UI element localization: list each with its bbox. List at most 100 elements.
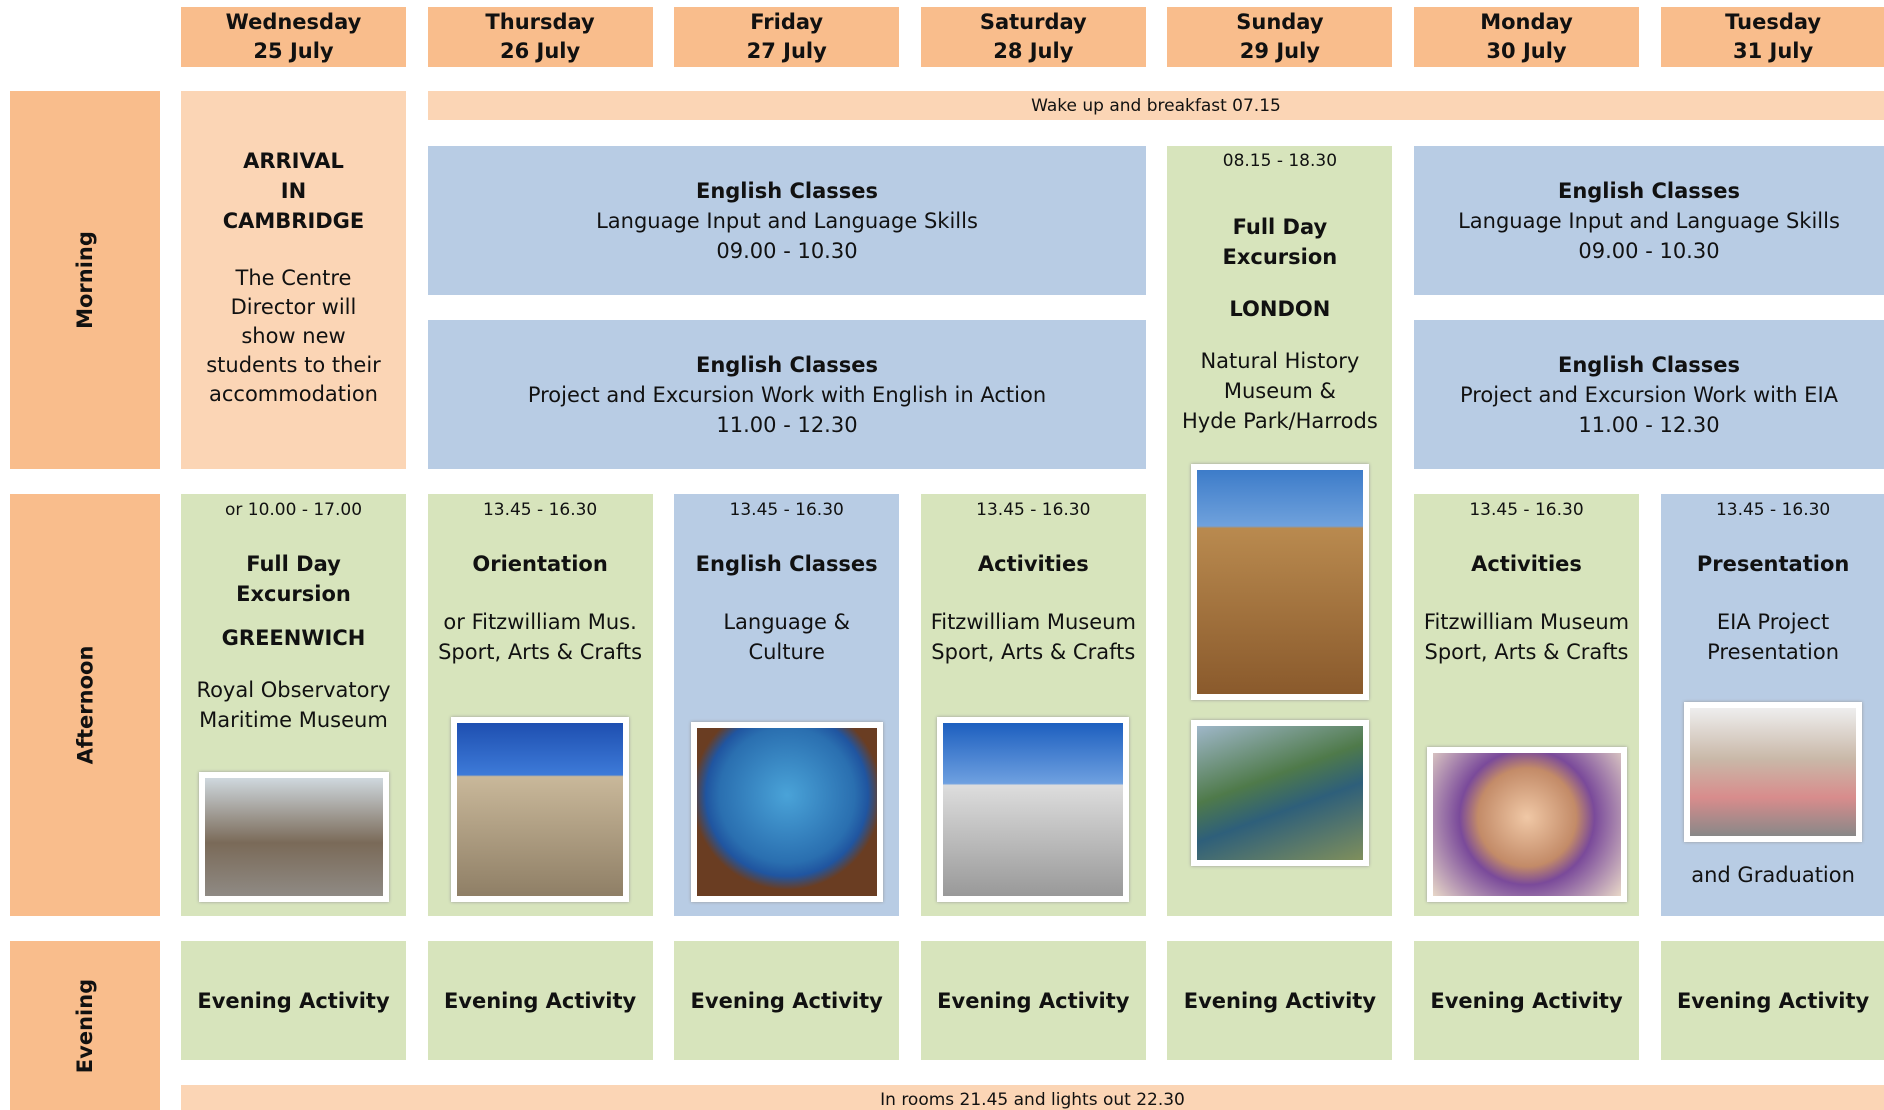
wake-bar: Wake up and breakfast 07.15 — [428, 91, 1884, 120]
time: 13.45 - 16.30 — [729, 500, 844, 520]
activity-text: Sport, Arts & Crafts — [1424, 640, 1629, 664]
evening-cell: Evening Activity — [1414, 941, 1639, 1060]
class-subtitle: Project and Excursion Work with English … — [527, 382, 1047, 407]
day-date: 26 July — [500, 39, 581, 63]
arrival-text: students to their — [206, 353, 381, 377]
afternoon-cell: 13.45 - 16.30 Orientation or Fitzwilliam M… — [427, 494, 653, 916]
day-date: 31 July — [1733, 39, 1814, 63]
day-header: Monday 30 July — [1414, 7, 1639, 67]
class-block: English Classes Project and Excursion Wor… — [428, 320, 1146, 469]
day-date: 27 July — [746, 39, 827, 63]
activity-title: Excursion — [236, 582, 351, 606]
class-subtitle: Project and Excursion Work with EIA — [1459, 382, 1839, 407]
class-title: English Classes — [695, 178, 878, 203]
wake-text: Wake up and breakfast 07.15 — [1031, 95, 1281, 116]
class-title: English Classes — [1557, 352, 1740, 377]
activity-title: Activities — [977, 552, 1089, 576]
activity-title: Orientation — [472, 552, 608, 576]
afternoon-cell: 13.45 - 16.30 Presentation EIA Project Pres… — [1660, 494, 1884, 916]
evening-text: Evening Activity — [1430, 988, 1623, 1013]
photo — [1684, 702, 1863, 842]
evening-cell: Evening Activity — [427, 941, 653, 1060]
place: LONDON — [1229, 297, 1331, 321]
photo — [451, 717, 630, 902]
row-label-text: Afternoon — [73, 645, 97, 765]
photo — [1190, 720, 1369, 866]
activity-text: Royal Observatory — [196, 678, 391, 702]
evening-text: Evening Activity — [197, 988, 390, 1013]
extra: and Graduation — [1691, 863, 1855, 887]
row-label-text: Evening — [72, 978, 97, 1073]
time: 13.45 - 16.30 — [1469, 500, 1584, 520]
day-name: Friday — [750, 10, 824, 34]
activity-text: EIA Project — [1716, 610, 1830, 634]
row-label: Morning — [10, 91, 160, 469]
excursion-text: Museum & — [1223, 379, 1336, 403]
evening-cell: Evening Activity — [1660, 941, 1884, 1060]
activity-text: or Fitzwilliam Mus. — [443, 610, 637, 634]
arrival-text: Director will — [230, 295, 357, 319]
afternoon-cell: 13.45 - 16.30 Activities Fitzwilliam Museu… — [920, 494, 1146, 916]
excursion-title: Excursion — [1222, 245, 1338, 269]
photo — [690, 722, 883, 902]
activity-title: Activities — [1471, 552, 1582, 576]
time: 13.45 - 16.30 — [1715, 500, 1831, 520]
activity-text: Sport, Arts & Crafts — [438, 640, 643, 664]
afternoon-cell: or 10.00 - 17.00 Full Day Excursion GREENWI… — [181, 494, 406, 916]
place: GREENWICH — [221, 626, 366, 650]
class-time: 11.00 - 12.30 — [716, 412, 858, 437]
excursion-title: Full Day — [1232, 215, 1328, 239]
activity-title: Full Day — [246, 552, 341, 576]
evening-text: Evening Activity — [1676, 988, 1870, 1013]
class-block: English Classes Language Input and Langua… — [1414, 146, 1884, 295]
day-name: Thursday — [485, 10, 595, 34]
day-date: 30 July — [1486, 39, 1567, 63]
day-header: Saturday 28 July — [920, 7, 1146, 67]
excursion-text: Hyde Park/Harrods — [1181, 409, 1378, 433]
lights-bar: In rooms 21.45 and lights out 22.30 — [181, 1085, 1884, 1110]
afternoon-cell: 13.45 - 16.30 English Classes Language & Cu… — [674, 494, 900, 916]
day-date: 28 July — [993, 39, 1074, 63]
arrival-text: show new — [241, 324, 346, 348]
class-title: English Classes — [695, 352, 878, 377]
arrival-text: accommodation — [209, 382, 378, 406]
activity-text: Maritime Museum — [199, 708, 388, 732]
activity-title: English Classes — [695, 552, 878, 576]
day-header: Friday 27 July — [674, 7, 900, 67]
afternoon-cell: 13.45 - 16.30 Activities Fitzwilliam Museu… — [1414, 494, 1639, 916]
arrival-title: ARRIVAL — [243, 149, 344, 173]
arrival: ARRIVAL IN CAMBRIDGE The Centre Director wil… — [181, 91, 406, 469]
activity-title: Presentation — [1696, 552, 1850, 576]
time: 08.15 - 18.30 — [1222, 151, 1338, 171]
arrival-text: The Centre — [235, 266, 352, 290]
class-subtitle: Language Input and Language Skills — [1458, 208, 1840, 233]
photo — [1190, 464, 1369, 700]
class-block: English Classes Language Input and Langua… — [428, 146, 1146, 295]
activity-text: Culture — [748, 640, 825, 664]
activity-text: Language & — [723, 610, 851, 634]
evening-cell: Evening Activity — [1167, 941, 1393, 1060]
evening-text: Evening Activity — [690, 988, 883, 1013]
excursion-text: Natural History — [1200, 349, 1360, 373]
day-name: Tuesday — [1725, 10, 1822, 34]
activity-text: Presentation — [1707, 640, 1840, 664]
evening-text: Evening Activity — [443, 988, 637, 1013]
time: or 10.00 - 17.00 — [224, 500, 363, 520]
evening-cell: Evening Activity — [920, 941, 1146, 1060]
day-name: Monday — [1480, 10, 1573, 34]
time: 13.45 - 16.30 — [976, 500, 1091, 520]
class-time: 09.00 - 10.30 — [1578, 238, 1720, 263]
activity-text: Fitzwilliam Museum — [1423, 610, 1630, 634]
evening-text: Evening Activity — [937, 988, 1130, 1013]
day-date: 29 July — [1239, 39, 1320, 63]
day-date: 25 July — [253, 39, 334, 63]
day-header: Wednesday 25 July — [181, 7, 406, 67]
row-label: Afternoon — [10, 494, 160, 916]
photo — [1426, 747, 1627, 902]
day-name: Wednesday — [225, 10, 362, 34]
evening-cell: Evening Activity — [181, 941, 406, 1060]
day-header: Sunday 29 July — [1167, 7, 1393, 67]
class-subtitle: Language Input and Language Skills — [596, 208, 978, 233]
class-time: 09.00 - 10.30 — [716, 238, 858, 263]
